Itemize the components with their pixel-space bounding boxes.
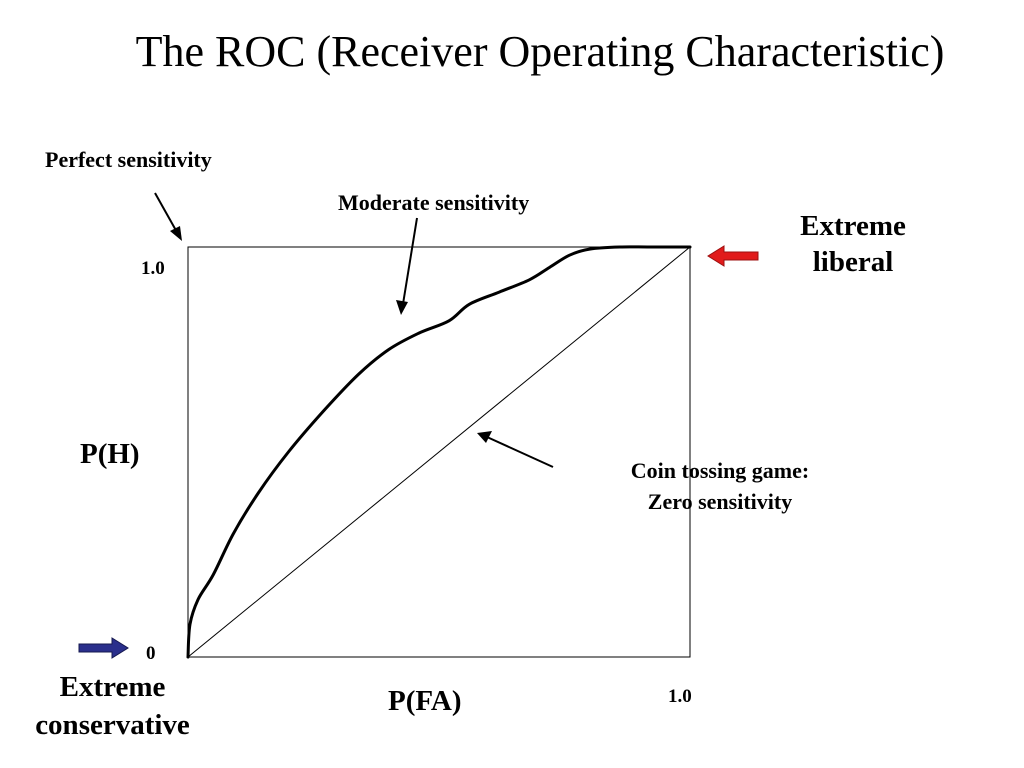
extreme-liberal-line-2: liberal xyxy=(812,246,894,278)
extreme-conservative-line-2: conservative xyxy=(35,709,190,741)
extreme-conservative-arrow-icon xyxy=(78,637,129,659)
extreme-conservative-label: Extreme conservative xyxy=(10,668,215,744)
coin-tossing-line-2: Zero sensitivity xyxy=(647,489,793,514)
perfect-sensitivity-arrow-head xyxy=(170,226,182,241)
extreme-liberal-line-1: Extreme xyxy=(800,210,906,242)
roc-curve-line xyxy=(186,245,692,659)
extreme-conservative-line-1: Extreme xyxy=(59,671,166,703)
y-axis-label: P(H) xyxy=(80,438,140,470)
y-tick-label-max: 1.0 xyxy=(141,258,165,279)
coin-tossing-arrow-shaft xyxy=(486,436,554,468)
extreme-liberal-label: Extreme liberal xyxy=(778,208,928,280)
extreme-liberal-arrow-icon xyxy=(707,245,759,267)
moderate-sensitivity-arrow-head xyxy=(396,300,408,315)
chance-diagonal-line xyxy=(187,246,691,658)
moderate-sensitivity-arrow-shaft xyxy=(402,217,418,305)
moderate-sensitivity-label: Moderate sensitivity xyxy=(338,190,530,215)
coin-tossing-arrow-head xyxy=(477,431,492,443)
origin-tick-label: 0 xyxy=(146,643,156,664)
page-title: The ROC (Receiver Operating Characterist… xyxy=(135,27,945,76)
plot-frame xyxy=(187,246,691,658)
x-tick-label-max: 1.0 xyxy=(668,686,692,707)
x-axis-label: P(FA) xyxy=(388,685,462,717)
perfect-sensitivity-arrow-shaft xyxy=(154,192,179,235)
perfect-sensitivity-label: Perfect sensitivity xyxy=(45,147,212,172)
coin-tossing-line-1: Coin tossing game: xyxy=(630,458,810,483)
coin-tossing-label: Coin tossing game: Zero sensitivity xyxy=(590,455,850,517)
